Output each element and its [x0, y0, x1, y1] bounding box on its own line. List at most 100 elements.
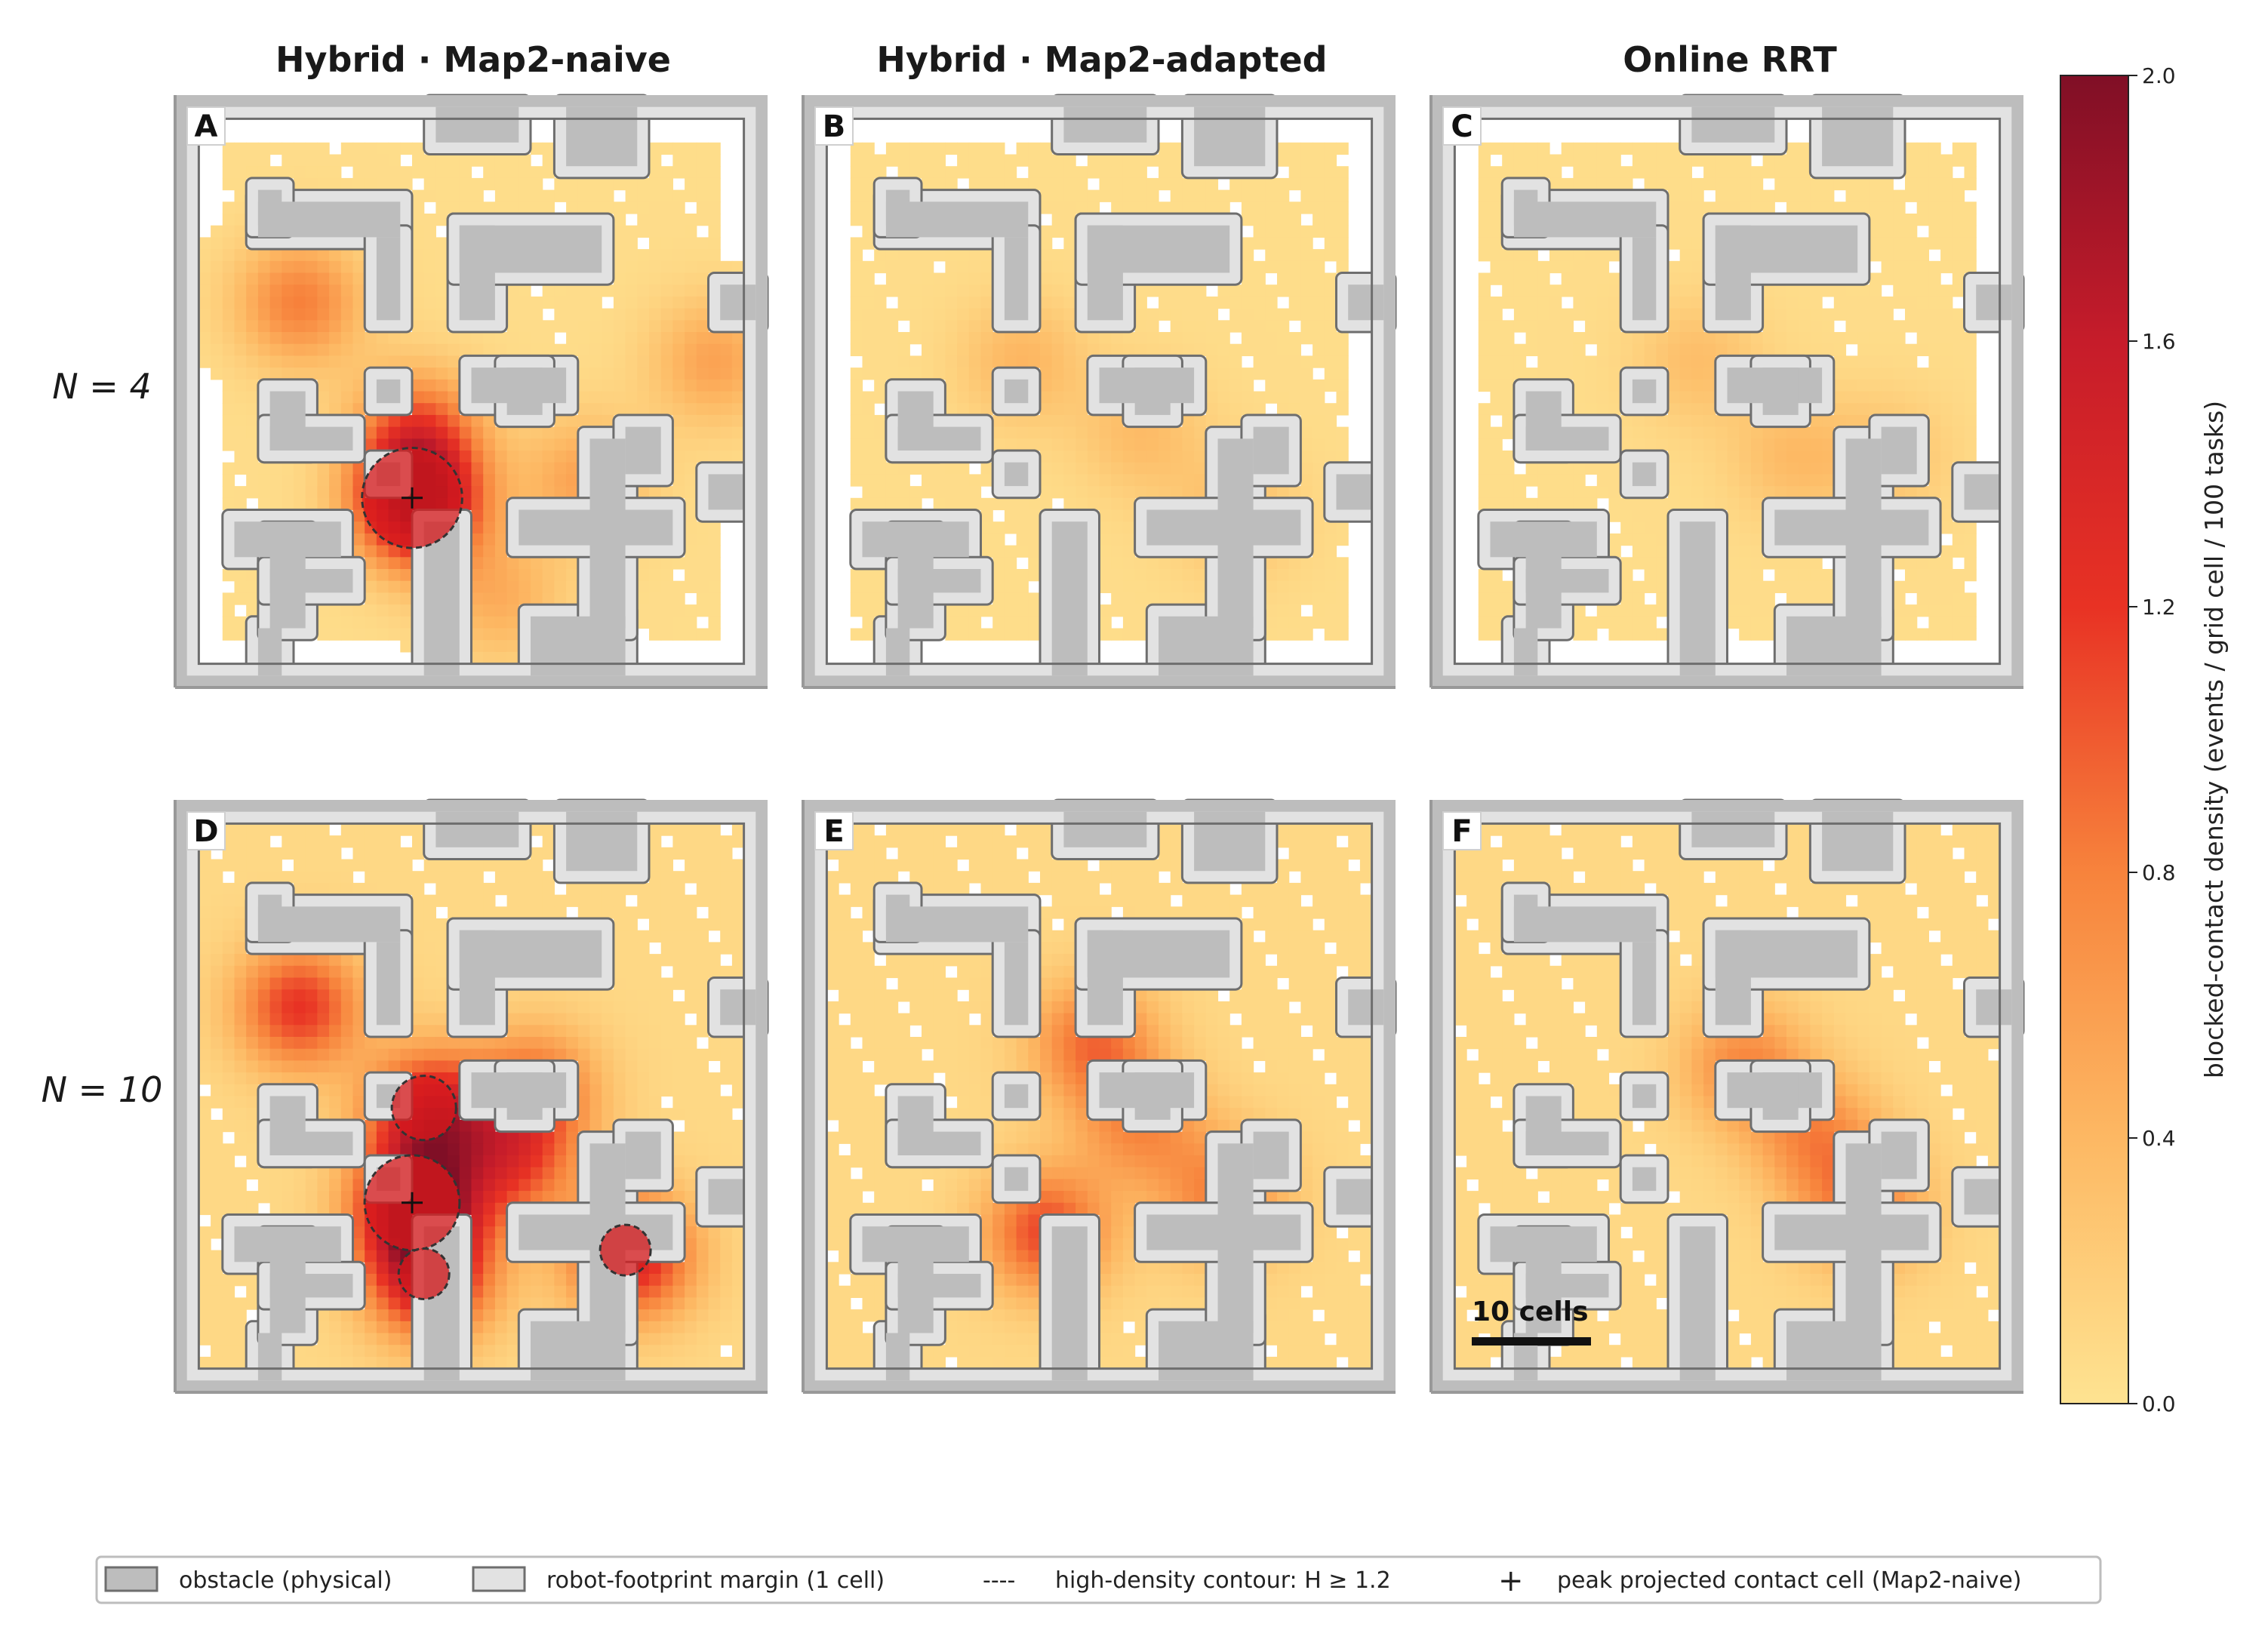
heatmap-cell: [1134, 426, 1147, 439]
heatmap-cell: [1869, 343, 1882, 356]
heatmap-cell: [992, 355, 1005, 368]
heatmap-cell: [269, 847, 282, 860]
heatmap-cell: [1241, 320, 1254, 333]
heatmap-cell: [637, 894, 650, 907]
obstacle: [435, 106, 519, 143]
heatmap-cell: [1964, 533, 1977, 546]
heatmap-cell: [577, 1025, 591, 1038]
heatmap-cell: [1170, 189, 1183, 202]
heatmap-cell: [1312, 942, 1325, 955]
heatmap-cell: [365, 1274, 377, 1287]
heatmap-cell: [649, 249, 662, 262]
heatmap-cell: [282, 871, 294, 884]
heatmap-cell: [1040, 260, 1053, 274]
heatmap-cell: [1146, 1001, 1159, 1014]
heatmap-cell: [1585, 166, 1598, 179]
heatmap-cell: [1194, 343, 1207, 356]
heatmap-cell: [1810, 308, 1823, 321]
heatmap-cell: [471, 651, 484, 665]
heatmap-cell: [1288, 918, 1301, 931]
heatmap-cell: [1300, 284, 1313, 297]
heatmap-cell: [625, 284, 638, 297]
heatmap-cell: [1194, 989, 1207, 1002]
heatmap-cell: [1040, 918, 1053, 931]
heatmap-cell: [672, 628, 685, 641]
heatmap-cell: [1786, 592, 1799, 605]
heatmap-cell: [459, 332, 472, 345]
heatmap-cell: [246, 1285, 259, 1298]
heatmap-cell: [1288, 835, 1301, 848]
heatmap-cell: [1798, 296, 1811, 309]
heatmap-cell: [211, 989, 223, 1002]
heatmap-cell: [945, 823, 958, 836]
heatmap-cell: [329, 977, 342, 990]
heatmap-cell: [494, 426, 508, 439]
heatmap-cell: [352, 965, 365, 979]
heatmap-cell: [1111, 166, 1124, 179]
heatmap-cell: [885, 1001, 899, 1014]
heatmap-cell: [459, 906, 472, 919]
heatmap-cell: [685, 486, 697, 499]
heatmap-cell: [400, 343, 413, 356]
heatmap-cell: [423, 1001, 436, 1014]
heatmap-cell: [1051, 414, 1064, 428]
heatmap-cell: [672, 249, 685, 262]
heatmap-cell: [1928, 438, 1941, 451]
heatmap-cell: [459, 882, 472, 896]
heatmap-cell: [246, 1025, 259, 1038]
heatmap-cell: [412, 142, 425, 155]
heatmap-cell: [1632, 355, 1645, 368]
heatmap-cell: [731, 1297, 745, 1310]
heatmap-cell: [672, 1333, 685, 1346]
heatmap-cell: [317, 154, 330, 167]
heatmap-cell: [1016, 533, 1029, 546]
heatmap-cell: [577, 1060, 591, 1073]
heatmap-cell: [1656, 545, 1669, 558]
heatmap-cell: [531, 882, 543, 896]
heatmap-cell: [1111, 521, 1124, 534]
heatmap-cell: [494, 177, 508, 191]
heatmap-cell: [613, 1060, 626, 1073]
heatmap-cell: [211, 871, 223, 884]
heatmap-cell: [1040, 414, 1053, 428]
heatmap-cell: [1691, 296, 1704, 309]
obstacles: [1431, 95, 2023, 687]
heatmap-cell: [1620, 533, 1633, 546]
heatmap-cell: [1253, 284, 1266, 297]
heatmap-cell: [696, 1143, 709, 1156]
heatmap-cell: [672, 355, 685, 368]
heatmap-cell: [1940, 569, 1953, 582]
heatmap-cell: [471, 906, 484, 919]
heatmap-cell: [1028, 616, 1041, 629]
obstacle: [1431, 95, 2023, 107]
heatmap-cell: [471, 616, 484, 629]
heatmap-cell: [589, 1096, 602, 1109]
heatmap-cell: [968, 604, 982, 617]
heatmap-cell: [1478, 414, 1491, 428]
heatmap-cell: [980, 379, 993, 392]
heatmap-cell: [1040, 225, 1053, 238]
obstacle: [755, 95, 768, 687]
heatmap-cell: [211, 1037, 223, 1050]
heatmap-cell: [1205, 308, 1219, 321]
heatmap-cell: [1111, 859, 1124, 872]
heatmap-cell: [1905, 154, 1918, 167]
heatmap-cell: [234, 249, 247, 262]
heatmap-cell: [1087, 882, 1100, 896]
heatmap-cell: [862, 965, 875, 979]
heatmap-cell: [1928, 403, 1941, 416]
heatmap-cell: [1348, 871, 1361, 884]
heatmap-cell: [850, 189, 863, 202]
heatmap-cell: [506, 332, 519, 345]
heatmap-cell: [1336, 142, 1349, 155]
heatmap-cell: [211, 1274, 223, 1287]
heatmap-cell: [1869, 332, 1882, 345]
heatmap-cell: [1916, 592, 1929, 605]
heatmap-cell: [1111, 882, 1124, 896]
heatmap-cell: [211, 1309, 223, 1322]
heatmap-cell: [211, 1356, 223, 1370]
heatmap-cell: [340, 616, 354, 629]
heatmap-cell: [352, 332, 365, 345]
heatmap-cell: [1312, 474, 1325, 487]
heatmap-cell: [483, 1262, 496, 1275]
